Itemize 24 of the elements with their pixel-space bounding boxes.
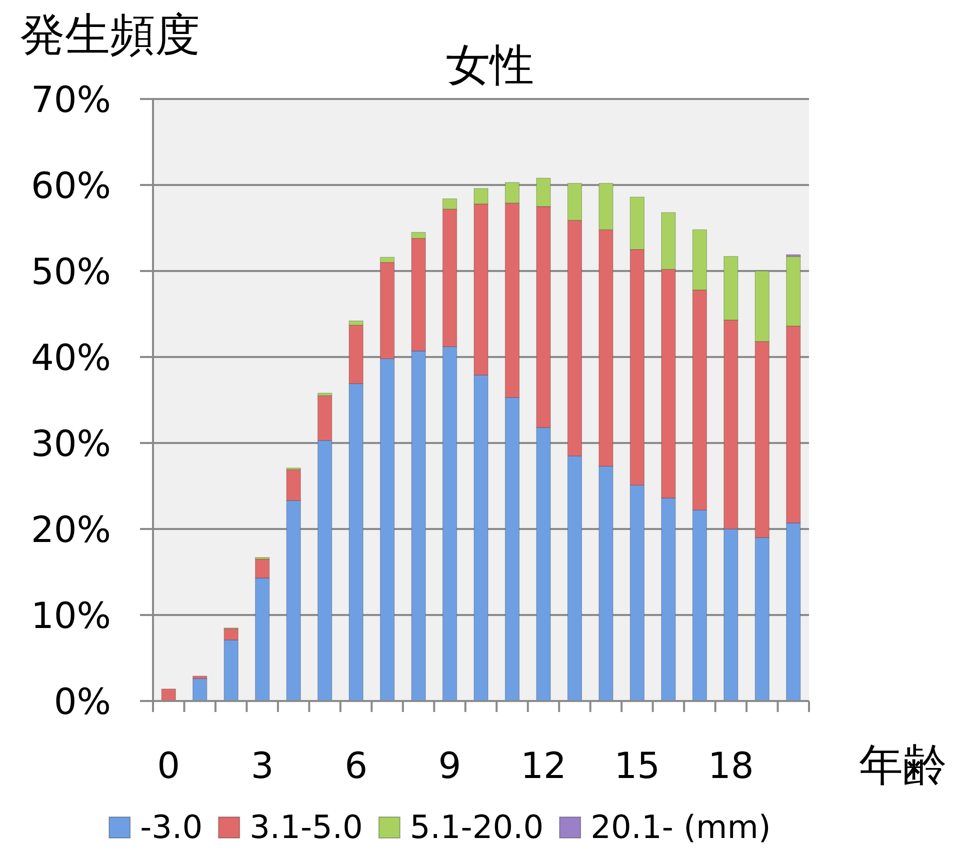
y-axis-title: 発生頻度 bbox=[20, 8, 200, 61]
x-tick-label: 9 bbox=[438, 746, 462, 787]
y-tick-label: 30% bbox=[30, 424, 111, 465]
x-tick-label: 3 bbox=[250, 746, 274, 787]
y-tick-label: 20% bbox=[30, 510, 111, 551]
x-tick-label: 18 bbox=[708, 746, 754, 787]
bar bbox=[161, 688, 176, 702]
x-tick-label: 15 bbox=[614, 746, 660, 787]
x-tick-label: 12 bbox=[520, 746, 566, 787]
y-tick-label: 60% bbox=[30, 166, 111, 207]
legend-label: -3.0 bbox=[140, 808, 203, 846]
y-tick-label: 10% bbox=[30, 596, 111, 637]
bar bbox=[192, 678, 208, 702]
y-tick-label: 0% bbox=[54, 682, 111, 723]
legend-label: 20.1- (mm) bbox=[590, 808, 771, 846]
y-tick-label: 50% bbox=[30, 252, 111, 293]
x-tick-label: 0 bbox=[157, 746, 180, 787]
y-tick-label: 40% bbox=[30, 338, 111, 379]
legend-label: 5.1-20.0 bbox=[410, 808, 544, 846]
x-tick-label: 6 bbox=[344, 746, 368, 787]
chart-title: 女性 bbox=[446, 40, 534, 91]
legend-label: 3.1-5.0 bbox=[250, 808, 363, 846]
y-tick-label: 70% bbox=[30, 80, 111, 121]
x-axis-title: 年齢 bbox=[859, 740, 947, 791]
